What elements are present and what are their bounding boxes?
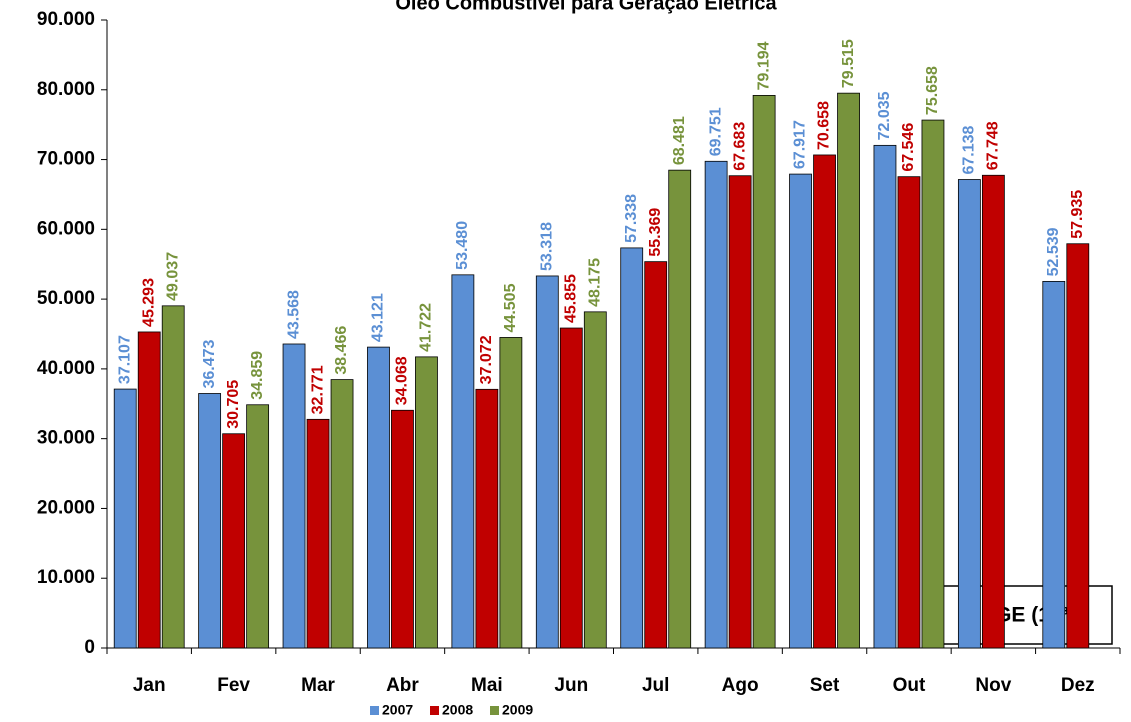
legend-swatch — [490, 706, 499, 715]
value-label: 45.293 — [140, 278, 157, 327]
bar — [559, 327, 583, 649]
value-label: 72.035 — [876, 91, 893, 140]
value-label: 44.505 — [502, 283, 519, 332]
bar — [198, 393, 222, 649]
y-tick-label: 40.000 — [37, 358, 95, 379]
y-tick-label: 0 — [84, 637, 95, 658]
x-tick-label: Nov — [975, 675, 1011, 696]
bar — [644, 261, 668, 649]
legend-swatch — [370, 706, 379, 715]
y-tick-label: 10.000 — [37, 567, 95, 588]
x-tick-label: Mar — [301, 675, 335, 696]
bar — [813, 154, 836, 649]
value-label: 49.037 — [164, 252, 181, 301]
bar — [981, 174, 1005, 649]
legend-label: 2008 — [442, 702, 473, 718]
value-label: 57.338 — [623, 194, 640, 243]
value-label: 36.473 — [201, 339, 218, 388]
bar — [222, 433, 246, 649]
value-label: 43.121 — [370, 293, 387, 342]
x-tick-label: Ago — [722, 675, 759, 696]
bar — [620, 247, 644, 649]
value-label: 34.068 — [394, 356, 411, 405]
bar — [728, 175, 752, 649]
value-label: 41.722 — [418, 303, 435, 352]
value-label: 38.466 — [333, 326, 350, 375]
x-tick-label: Fev — [217, 675, 250, 696]
value-label: 52.539 — [1045, 227, 1062, 276]
y-tick-label: 50.000 — [37, 288, 95, 309]
bar — [415, 356, 438, 649]
chart-title: Óleo Combustível para Geração Elétrica — [395, 0, 777, 14]
value-label: 67.917 — [792, 120, 809, 169]
bar — [330, 379, 354, 649]
value-label: 67.138 — [961, 125, 978, 174]
legend-swatch — [430, 706, 439, 715]
value-label: 67.748 — [985, 121, 1002, 170]
value-label: 37.072 — [478, 335, 495, 384]
value-label: 68.481 — [671, 116, 688, 165]
bar — [499, 337, 523, 649]
value-label: 79.515 — [840, 39, 857, 88]
value-label: 43.568 — [285, 290, 302, 339]
value-label: 53.318 — [539, 222, 556, 271]
bar — [752, 95, 776, 649]
bar — [837, 92, 860, 649]
y-tick-label: 70.000 — [37, 149, 95, 170]
x-tick-label: Jun — [554, 675, 588, 696]
value-label: 79.194 — [755, 41, 772, 90]
bar — [535, 275, 559, 649]
x-tick-label: Out — [893, 675, 926, 696]
bar — [704, 160, 728, 649]
value-label: 70.658 — [816, 101, 833, 150]
x-tick-label: Jan — [133, 675, 166, 696]
y-tick-label: 90.000 — [37, 9, 95, 30]
bar — [367, 346, 390, 649]
value-label: 45.855 — [563, 274, 580, 323]
value-label: 48.175 — [587, 258, 604, 307]
bar — [282, 343, 306, 649]
bar — [1042, 280, 1066, 649]
bar — [451, 274, 475, 649]
value-label: 75.658 — [924, 66, 941, 115]
bar — [897, 176, 921, 649]
bar — [246, 404, 270, 649]
bar — [668, 169, 692, 649]
x-tick-label: Jul — [642, 675, 669, 696]
value-label: 69.751 — [707, 107, 724, 156]
value-label: 57.935 — [1069, 190, 1086, 239]
value-label: 53.480 — [454, 221, 471, 270]
x-tick-label: Mai — [471, 675, 503, 696]
bar — [391, 409, 414, 649]
y-tick-label: 60.000 — [37, 218, 95, 239]
bar — [306, 418, 330, 649]
value-label: 30.705 — [225, 380, 242, 429]
y-tick-label: 80.000 — [37, 79, 95, 100]
bar — [475, 388, 499, 649]
legend-label: 2007 — [382, 702, 413, 718]
legend-label: 2009 — [502, 702, 533, 718]
bar — [1066, 243, 1090, 649]
x-tick-label: Set — [810, 675, 840, 696]
bar — [789, 173, 812, 649]
x-tick-label: Dez — [1061, 675, 1095, 696]
bar — [113, 388, 137, 649]
x-tick-label: Abr — [386, 675, 419, 696]
value-label: 32.771 — [309, 365, 326, 414]
bar — [161, 305, 185, 649]
value-label: 67.546 — [900, 123, 917, 172]
bar — [137, 331, 161, 649]
bar — [921, 119, 945, 649]
value-label: 37.107 — [116, 335, 133, 384]
value-label: 55.369 — [647, 208, 664, 257]
bar — [583, 311, 607, 649]
bar — [873, 144, 897, 649]
bar — [957, 179, 981, 649]
value-label: 67.683 — [731, 122, 748, 171]
y-tick-label: 20.000 — [37, 497, 95, 518]
y-tick-label: 30.000 — [37, 428, 95, 449]
value-label: 34.859 — [249, 351, 266, 400]
